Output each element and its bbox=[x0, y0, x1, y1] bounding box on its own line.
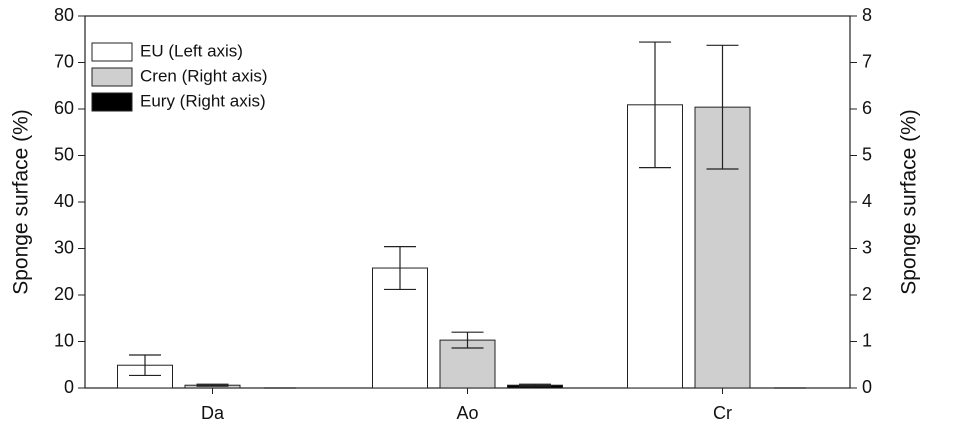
y-tick-label: 70 bbox=[54, 51, 74, 71]
legend-label: EU (Left axis) bbox=[140, 41, 243, 60]
y2-tick-label: 5 bbox=[862, 144, 872, 164]
error-bar bbox=[706, 44, 739, 170]
legend-label: Cren (Right axis) bbox=[140, 66, 268, 85]
y-tick-label: 60 bbox=[54, 98, 74, 118]
y2-tick-label: 6 bbox=[862, 98, 872, 118]
y-tick-label: 30 bbox=[54, 237, 74, 257]
y-tick-label: 0 bbox=[64, 377, 74, 397]
y-tick-label: 40 bbox=[54, 191, 74, 211]
y-axis-title: Sponge surface (%) bbox=[10, 109, 33, 295]
y2-tick-label: 1 bbox=[862, 330, 872, 350]
y2-axis-title: Sponge surface (%) bbox=[898, 109, 921, 295]
error-bar bbox=[451, 331, 484, 349]
error-bar bbox=[196, 383, 229, 387]
y-tick-label: 50 bbox=[54, 144, 74, 164]
error-bar bbox=[129, 354, 161, 377]
error-bar bbox=[519, 383, 551, 387]
y2-tick-label: 4 bbox=[862, 191, 872, 211]
y2-tick-label: 8 bbox=[862, 5, 872, 25]
x-tick-label: Ao bbox=[456, 403, 478, 423]
legend-label: Eury (Right axis) bbox=[140, 91, 266, 110]
y-tick-label: 80 bbox=[54, 5, 74, 25]
legend-swatch bbox=[91, 67, 133, 87]
y2-tick-label: 2 bbox=[862, 284, 872, 304]
y2-tick-label: 7 bbox=[862, 51, 872, 71]
legend-swatch bbox=[91, 42, 133, 62]
y-tick-label: 10 bbox=[54, 330, 74, 350]
y2-tick-label: 3 bbox=[862, 237, 872, 257]
error-bar bbox=[384, 246, 416, 291]
x-tick-label: Cr bbox=[713, 403, 732, 423]
y-tick-label: 20 bbox=[54, 284, 74, 304]
y2-tick-label: 0 bbox=[862, 377, 872, 397]
error-bar bbox=[639, 41, 671, 169]
x-tick-label: Da bbox=[201, 403, 225, 423]
legend-swatch bbox=[91, 92, 133, 112]
